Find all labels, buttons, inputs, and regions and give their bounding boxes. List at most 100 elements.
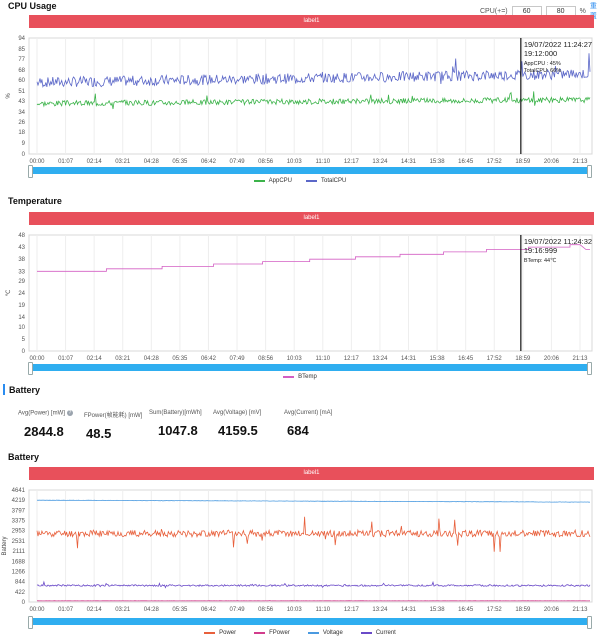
cpu-threshold-label: CPU(+=) bbox=[480, 7, 508, 15]
y-tick-label: 48 bbox=[18, 233, 25, 239]
x-tick-label: 05:35 bbox=[172, 607, 188, 613]
x-tick-label: 05:35 bbox=[172, 356, 188, 362]
y-axis-label: ℃ bbox=[5, 289, 12, 296]
legend-label-totalcpu: TotalCPU bbox=[321, 178, 347, 184]
y-tick-label: 60 bbox=[18, 78, 25, 84]
y-tick-label: 9 bbox=[22, 141, 26, 147]
help-icon[interactable]: ? bbox=[66, 410, 73, 416]
y-tick-label: 38 bbox=[18, 257, 25, 263]
x-tick-label: 15:38 bbox=[430, 159, 446, 165]
x-tick-label: 21:13 bbox=[572, 159, 588, 165]
x-tick-label: 20:06 bbox=[544, 356, 560, 362]
y-tick-label: 4641 bbox=[12, 488, 26, 494]
temperature-slider-handle-left[interactable] bbox=[28, 362, 33, 375]
battery-slider-handle-left[interactable] bbox=[28, 616, 33, 629]
temperature-legend: BTemp bbox=[0, 374, 600, 380]
metric-avg-power: Avg(Power) [mW]? 2844.8 bbox=[18, 410, 73, 439]
x-tick-label: 12:17 bbox=[344, 356, 360, 362]
plot-frame bbox=[28, 234, 593, 352]
legend-item-current[interactable]: Current bbox=[360, 630, 396, 636]
y-tick-label: 844 bbox=[15, 580, 26, 586]
metric-fpower: FPower(帧能耗) [mW] 48.5 bbox=[84, 410, 142, 441]
tooltip-line: BTemp: 44℃ bbox=[524, 257, 556, 264]
x-tick-label: 03:21 bbox=[115, 607, 131, 613]
battery-legend: Power FPower Voltage Current bbox=[0, 630, 600, 636]
tooltip-line: TotalCPU: 66% bbox=[524, 68, 561, 74]
legend-item-fpower[interactable]: FPower bbox=[254, 630, 290, 636]
y-tick-label: 43 bbox=[18, 245, 25, 251]
temperature-chart: 00:00 01:07 02:14 03:21 04:28 05:35 06:42 07:49… bbox=[5, 233, 593, 362]
legend-item-btemp[interactable]: BTemp bbox=[283, 374, 317, 380]
x-tick-label: 14:31 bbox=[401, 159, 417, 165]
metric-avg-current: Avg(Current) [mA] 684 bbox=[284, 410, 332, 438]
legend-label-appcpu: AppCPU bbox=[268, 178, 292, 184]
x-tick-label: 11:10 bbox=[315, 159, 330, 165]
legend-item-power[interactable]: Power bbox=[204, 630, 236, 636]
battery-slider-track bbox=[30, 618, 592, 625]
current-swatch bbox=[360, 632, 372, 634]
cpu-usage-chart: 00:00 01:07 02:14 03:21 04:28 05:35 06:42 07:49… bbox=[6, 36, 593, 165]
x-tick-label: 08:56 bbox=[258, 159, 274, 165]
x-tick-label: 04:28 bbox=[144, 607, 160, 613]
metric-avg-voltage-label: Avg(Voltage) [mV] bbox=[213, 410, 262, 416]
metric-avg-voltage-value: 4159.5 bbox=[218, 423, 258, 438]
legend-item-voltage[interactable]: Voltage bbox=[307, 630, 343, 636]
battery-label-bar: label1 bbox=[29, 467, 594, 480]
tooltip-line: 19/07/2022 11:24:32 bbox=[524, 237, 592, 246]
x-tick-label: 02:14 bbox=[87, 159, 103, 165]
series-line-appcpu bbox=[36, 91, 591, 110]
y-tick-label: 0 bbox=[22, 349, 26, 355]
x-tick-label: 06:42 bbox=[201, 159, 217, 165]
y-axis-label: Battery bbox=[2, 536, 8, 555]
metric-fpower-label: FPower(帧能耗) [mW] bbox=[84, 413, 143, 419]
x-tick-label: 02:14 bbox=[87, 607, 103, 613]
battery-slider-handle-right[interactable] bbox=[587, 616, 592, 629]
x-tick-label: 00:00 bbox=[29, 356, 45, 362]
tooltip-line: 19/07/2022 11:24:27 bbox=[524, 40, 592, 49]
cpu-threshold-unit: % bbox=[579, 7, 586, 15]
metric-sum-battery-value: 1047.8 bbox=[158, 423, 198, 438]
x-tick-label: 11:10 bbox=[315, 356, 330, 362]
tooltip-line: AppCPU : 45% bbox=[524, 61, 561, 67]
legend-label-voltage: Voltage bbox=[322, 630, 343, 636]
x-tick-label: 20:06 bbox=[544, 607, 560, 613]
x-tick-label: 06:42 bbox=[201, 607, 217, 613]
x-tick-label: 01:07 bbox=[58, 607, 74, 613]
x-tick-label: 06:42 bbox=[201, 356, 217, 362]
x-tick-label: 08:56 bbox=[258, 356, 274, 362]
x-tick-label: 13:24 bbox=[372, 159, 388, 165]
y-tick-label: 1688 bbox=[12, 559, 26, 565]
battery-zoom-slider[interactable] bbox=[28, 616, 592, 629]
x-tick-label: 14:31 bbox=[401, 607, 417, 613]
y-tick-label: 34 bbox=[18, 110, 25, 116]
x-tick-label: 04:28 bbox=[144, 159, 160, 165]
y-tick-label: 2531 bbox=[12, 539, 26, 545]
x-tick-label: 14:31 bbox=[401, 356, 417, 362]
x-tick-label: 10:03 bbox=[287, 159, 303, 165]
x-tick-label: 04:28 bbox=[144, 356, 160, 362]
cpu-slider-handle-left[interactable] bbox=[28, 165, 33, 178]
cpu-zoom-slider[interactable] bbox=[28, 165, 592, 178]
temperature-slider-handle-right[interactable] bbox=[587, 362, 592, 375]
x-tick-label: 13:24 bbox=[372, 607, 388, 613]
battery-chart-title: Battery bbox=[8, 452, 40, 462]
temperature-slider-track bbox=[30, 364, 592, 371]
legend-item-totalcpu[interactable]: TotalCPU bbox=[306, 178, 346, 184]
y-tick-label: 85 bbox=[18, 47, 25, 53]
y-tick-label: 19 bbox=[18, 303, 25, 309]
x-tick-label: 15:38 bbox=[430, 356, 446, 362]
temperature-zoom-slider[interactable] bbox=[28, 362, 592, 375]
y-tick-label: 10 bbox=[18, 325, 25, 331]
x-tick-label: 05:35 bbox=[172, 159, 188, 165]
y-axis-label: % bbox=[6, 93, 12, 99]
legend-item-appcpu[interactable]: AppCPU bbox=[253, 178, 292, 184]
y-tick-label: 51 bbox=[18, 89, 25, 95]
x-tick-label: 21:13 bbox=[572, 356, 588, 362]
legend-label-current: Current bbox=[375, 630, 396, 636]
cpu-slider-handle-right[interactable] bbox=[587, 165, 592, 178]
x-tick-label: 17:52 bbox=[487, 607, 503, 613]
x-tick-label: 13:24 bbox=[372, 356, 388, 362]
metric-fpower-value: 48.5 bbox=[86, 426, 112, 441]
x-tick-label: 15:38 bbox=[430, 607, 446, 613]
y-tick-label: 29 bbox=[18, 279, 25, 285]
